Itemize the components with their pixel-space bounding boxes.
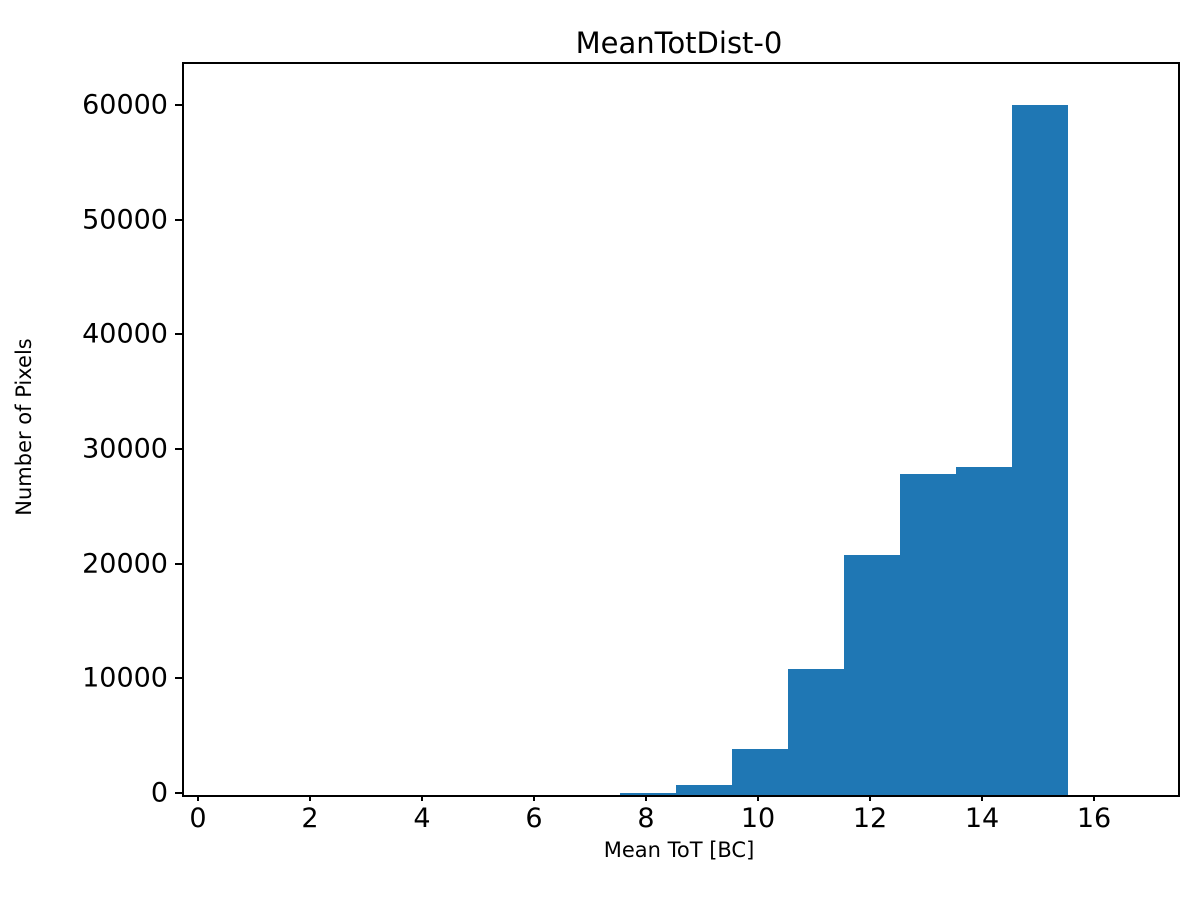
plot-area	[182, 62, 1180, 797]
y-tick-label: 60000	[82, 89, 168, 121]
x-tick-mark	[981, 795, 984, 801]
x-tick-mark	[1093, 795, 1096, 801]
x-tick-label: 0	[189, 803, 207, 834]
x-tick-mark	[421, 795, 424, 801]
histogram-bar	[844, 555, 901, 795]
x-tick-label: 12	[852, 803, 888, 834]
x-tick-label: 14	[964, 803, 1000, 834]
histogram-bar	[788, 669, 845, 795]
x-tick-mark	[309, 795, 312, 801]
x-axis-label: Mean ToT [BC]	[603, 838, 755, 862]
histogram-bar	[900, 473, 957, 795]
x-tick-label: 2	[301, 803, 319, 834]
x-tick-mark	[757, 795, 760, 801]
x-tick-mark	[869, 795, 872, 801]
y-tick-label: 0	[150, 777, 168, 809]
y-tick-mark	[175, 218, 182, 221]
x-tick-label: 6	[525, 803, 543, 834]
x-tick-label: 8	[637, 803, 655, 834]
y-tick-mark	[175, 562, 182, 565]
histogram-bar	[956, 467, 1013, 795]
y-tick-mark	[175, 333, 182, 336]
y-tick-label: 50000	[82, 204, 168, 236]
chart-title: MeanTotDist-0	[575, 26, 783, 60]
y-axis-label: Number of Pixels	[12, 338, 36, 516]
x-tick-label: 4	[413, 803, 431, 834]
y-tick-label: 30000	[82, 433, 168, 465]
y-tick-mark	[175, 792, 182, 794]
x-tick-label: 10	[740, 803, 776, 834]
y-tick-mark	[175, 104, 182, 106]
x-tick-mark	[645, 795, 648, 801]
y-tick-mark	[175, 677, 182, 680]
y-tick-label: 10000	[82, 662, 168, 694]
histogram-bar	[1012, 104, 1069, 795]
y-tick-mark	[175, 448, 182, 450]
y-tick-label: 20000	[82, 548, 168, 580]
histogram-bar	[620, 792, 677, 795]
histogram-bar	[676, 785, 733, 795]
x-tick-label: 16	[1076, 803, 1112, 834]
histogram-bar	[732, 749, 789, 795]
x-tick-mark	[197, 795, 200, 801]
y-tick-label: 40000	[82, 318, 168, 350]
x-tick-mark	[533, 795, 536, 801]
